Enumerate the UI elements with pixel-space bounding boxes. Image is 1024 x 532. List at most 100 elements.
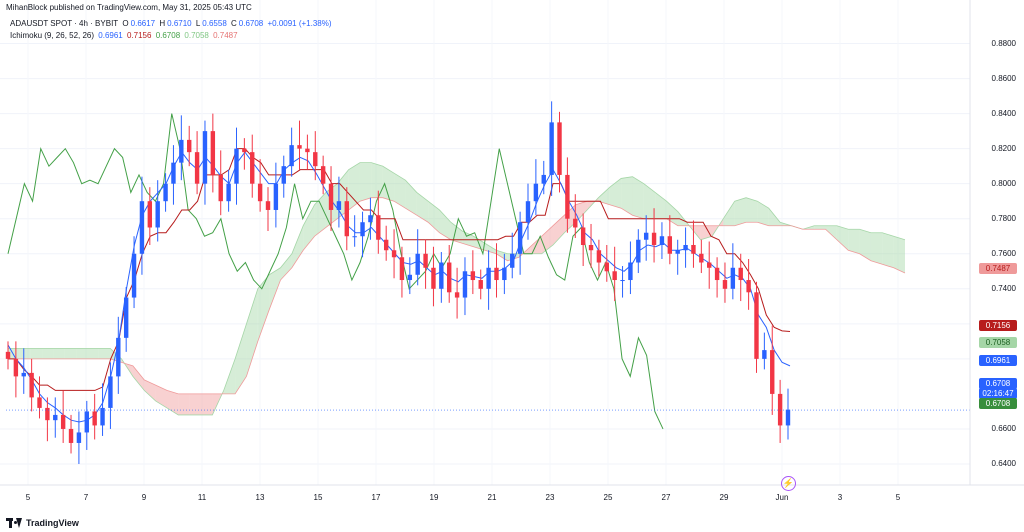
time-tick-label: 5 (25, 493, 31, 502)
cloud-segment (178, 393, 190, 415)
cloud-segment (825, 225, 837, 240)
candle-body (675, 250, 680, 254)
candle-body (131, 253, 137, 298)
ohlc-high-label: H (159, 19, 166, 28)
candle-body (754, 292, 759, 359)
cloud-segment (814, 225, 826, 230)
candle-body (21, 372, 26, 377)
candle-body (116, 337, 121, 377)
candle-body (352, 236, 357, 238)
cloud-segment (575, 201, 588, 223)
base-value: 0.7156 (126, 31, 152, 40)
cloud-segment (30, 348, 43, 359)
price-tick-label: 0.8000 (991, 178, 1016, 188)
price-tick-label: 0.8800 (991, 38, 1016, 48)
candlesticks (5, 101, 791, 464)
time-tick-label: 9 (141, 493, 147, 502)
candle-body (100, 407, 105, 426)
time-tick-label: 19 (429, 493, 439, 502)
cloud-segment (144, 379, 156, 401)
candle-body (281, 166, 286, 184)
candle-body (123, 297, 129, 338)
price-tick-label: 0.7600 (991, 248, 1016, 258)
cloud-segment (132, 365, 145, 391)
cloud-segment (314, 192, 326, 237)
tradingview-logo[interactable]: TradingView (6, 518, 79, 528)
candle-body (431, 267, 436, 289)
brand-name: TradingView (26, 518, 79, 528)
cloud-segment (64, 348, 77, 359)
cloud-segment (42, 348, 54, 359)
ohlc-high-value: 0.6710 (167, 19, 192, 28)
ohlc-open-value: 0.6617 (130, 19, 156, 28)
candle-body (722, 280, 728, 289)
leading-a-tag: 0.7058 (979, 337, 1017, 348)
ohlc-open-label: O (122, 19, 129, 28)
cloud-segment (757, 201, 769, 226)
candle-body (289, 145, 294, 167)
indicator-legend[interactable]: Ichimoku (9, 26, 52, 26) 0.6961 0.7156 0… (10, 31, 240, 40)
candle-body (533, 183, 539, 202)
candle-body (423, 253, 428, 268)
candle-body (494, 267, 499, 281)
candle-body (762, 350, 767, 359)
base-line-tag: 0.7156 (979, 320, 1017, 331)
cloud-segment (53, 348, 65, 359)
cloud-segment (98, 348, 111, 359)
candle-body (60, 414, 66, 429)
ichimoku-cloud (8, 162, 906, 416)
indicator-name[interactable]: Ichimoku (9, 26, 52, 26) (10, 31, 95, 40)
candle-body (541, 174, 546, 184)
cloud-segment (8, 348, 20, 359)
price-tick-label: 0.6600 (991, 423, 1016, 433)
candle-body (297, 145, 302, 149)
last-price-tag: 0.6708 (979, 378, 1017, 389)
candle-body (707, 262, 712, 268)
candle-body (37, 397, 42, 408)
candle-body (234, 148, 239, 184)
candle-body (470, 271, 476, 281)
cloud-segment (303, 204, 315, 251)
candle-body (171, 162, 176, 184)
symbol-legend[interactable]: ADAUSDT SPOT · 4h · BYBIT O 0.6617 H 0.671… (10, 19, 334, 28)
candle-body (517, 222, 523, 254)
cloud-segment (201, 393, 213, 415)
time-tick-label: 15 (313, 493, 323, 502)
lightning-icon[interactable]: ⚡ (781, 476, 796, 491)
candle-body (439, 262, 444, 289)
price-tick-label: 0.8400 (991, 108, 1016, 118)
countdown-tag: 02:16:47 (979, 388, 1017, 399)
cloud-segment (19, 348, 31, 359)
symbol-name[interactable]: ADAUSDT SPOT · 4h · BYBIT (10, 19, 119, 28)
candle-body (305, 148, 310, 153)
price-tick-label: 0.8200 (991, 143, 1016, 153)
candle-body (596, 250, 602, 263)
cloud-segment (621, 176, 633, 216)
cloud-segment (484, 243, 497, 254)
candle-body (139, 201, 145, 254)
candle-body (620, 280, 625, 282)
cloud-segment (893, 236, 905, 274)
candle-body (746, 280, 751, 293)
candle-body (549, 122, 554, 175)
cloud-segment (836, 225, 849, 251)
candle-body (84, 411, 89, 433)
candle-body (486, 267, 491, 289)
candle-body (313, 152, 318, 167)
candle-body (368, 215, 373, 223)
candle-body (92, 411, 97, 426)
candle-body (643, 232, 649, 240)
candle-body (770, 350, 775, 394)
conversion-value: 0.6961 (98, 31, 123, 40)
candle-body (5, 351, 11, 359)
indicator-lines (7, 113, 791, 430)
cloud-segment (280, 253, 292, 281)
candle-body (612, 271, 617, 281)
attribution-header: MihanBlock published on TradingView.com,… (6, 3, 252, 12)
candle-body (714, 267, 720, 281)
ohlc-low-value: 0.6558 (202, 19, 227, 28)
candle-body (628, 262, 633, 281)
lagging-value: 0.6708 (155, 31, 181, 40)
leading-b-value: 0.7487 (213, 31, 238, 40)
